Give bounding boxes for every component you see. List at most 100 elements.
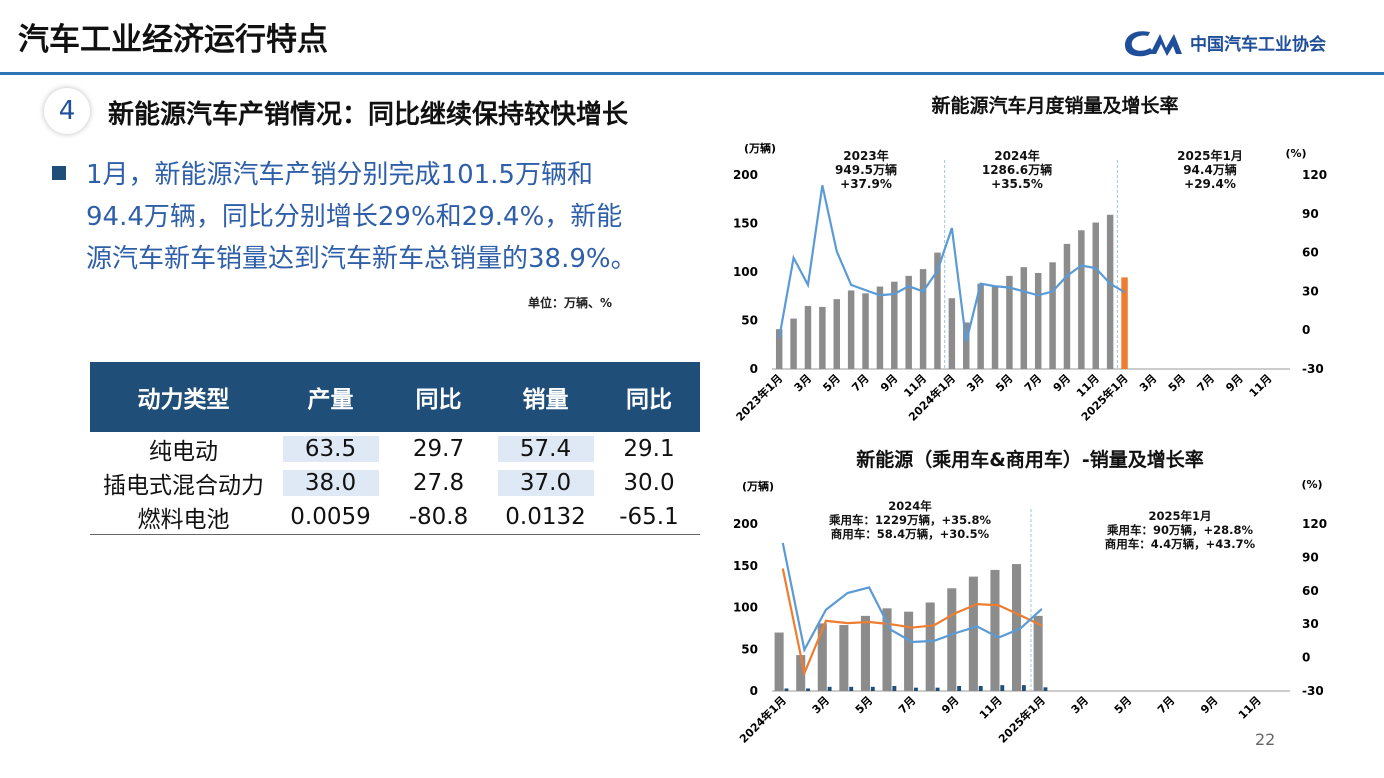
table-header: 销量 [493,362,598,432]
annotation: 94.4万辆 [1183,162,1237,177]
y2-tick-label: 90 [1302,550,1319,564]
y2-tick-label: 120 [1302,168,1327,182]
y-tick-label: 100 [733,265,758,279]
bar [819,306,826,369]
y2-tick-label: 60 [1302,246,1319,260]
y2-axis-label: (%) [1301,478,1322,491]
y2-tick-label: 30 [1302,617,1319,631]
logo-text: 中国汽车工业协会 [1190,35,1326,55]
bar [957,685,962,691]
bar [891,281,898,369]
annotation: 2025年1月 [1148,509,1211,523]
header-rule [0,72,1384,75]
bar [833,299,840,369]
table-cell: 37.0 [497,470,594,496]
chart-title: 新能源汽车月度销量及增长率 [931,94,1178,117]
annotation: 1286.6万辆 [982,162,1052,177]
annotation: 乘用车：1229万辆，+35.8% [828,513,992,527]
unit-note: 单位：万辆、% [528,296,613,310]
bar [1043,687,1048,691]
bullet-text: 1月，新能源汽车产销分别完成101.5万辆和 [86,160,593,190]
bar [991,286,999,369]
bar [904,611,914,691]
x-tick-label: 5月 [820,372,842,394]
x-tick-label: 11月 [1236,694,1264,722]
y-tick-label: 150 [733,559,758,573]
x-tick-label: 7月 [1195,372,1217,394]
x-tick-label: 11月 [977,694,1005,722]
bar [905,275,912,369]
x-tick-label: 7月 [896,694,918,716]
x-tick-label: 5月 [1166,372,1188,394]
y-tick-label: 200 [733,168,758,182]
y-tick-label: 0 [750,362,758,376]
bar [806,688,810,691]
bar [804,305,812,369]
x-tick-label: 3月 [1069,694,1091,716]
table-header: 动力类型 [90,362,277,432]
bar [948,298,956,369]
x-tick-label: 3月 [810,694,832,716]
bar [784,688,789,691]
x-tick-label: 11月 [1247,372,1275,400]
x-tick-label: 3月 [964,372,986,394]
x-tick-label: 9月 [1223,372,1245,394]
bar [1021,685,1026,691]
line [781,568,1043,677]
bar [968,576,978,691]
table-cell: 30.0 [623,470,675,496]
bar [860,615,870,691]
page-number: 22 [1255,730,1276,749]
bar [882,608,892,691]
y2-tick-label: -30 [1302,684,1324,698]
x-tick-label: 9月 [939,694,961,716]
table-cell: 57.4 [497,436,594,462]
y-tick-label: 200 [733,517,758,531]
annotation: +29.4% [1184,177,1236,191]
x-tick-label: 3月 [792,372,814,394]
bar [1063,243,1071,369]
bar [1006,275,1013,369]
data-table: 动力类型 产量 同比 销量 同比 纯电动 63.5 29.7 57.4 29.1… [90,362,700,535]
y-tick-label: 0 [750,684,758,698]
y2-axis-label: (%) [1285,147,1306,160]
y2-tick-label: 60 [1302,584,1319,598]
bar [1049,262,1056,369]
bar [892,685,897,691]
x-tick-label: 2023年1月 [733,371,786,424]
bar [925,602,935,691]
table-cell: 27.8 [412,470,465,496]
bar [934,252,941,369]
bar [849,686,854,691]
table-header: 产量 [277,362,384,432]
table-header: 同比 [598,362,700,432]
table-cell: 纯电动 [149,439,218,465]
bar [963,322,970,369]
annotation: 2025年1月 [1177,148,1243,163]
line [781,542,1043,654]
table-cell: 0.0132 [493,500,598,535]
bar [977,283,984,369]
x-tick-label: 2024年1月 [736,693,789,746]
x-tick-label: 9月 [1051,372,1073,394]
bar [827,686,832,691]
bar [839,625,849,691]
y2-tick-label: -30 [1302,362,1324,376]
x-tick-label: 7月 [849,372,871,394]
table-cell: 29.7 [412,436,465,462]
table-cell: -80.8 [384,500,493,535]
line [778,185,1126,343]
x-tick-label: 5月 [1112,694,1134,716]
annotation: 商用车：58.4万辆，+30.5% [831,527,990,541]
bar [978,685,983,691]
y2-tick-label: 0 [1302,651,1310,665]
bar [796,655,806,691]
x-tick-label: 5月 [993,372,1015,394]
table-cell: 63.5 [282,436,379,462]
bar [947,588,957,691]
y-axis-label: (万辆) [744,141,776,155]
bar [870,686,875,691]
bar [990,569,1000,691]
annotation: 949.5万辆 [835,162,897,177]
